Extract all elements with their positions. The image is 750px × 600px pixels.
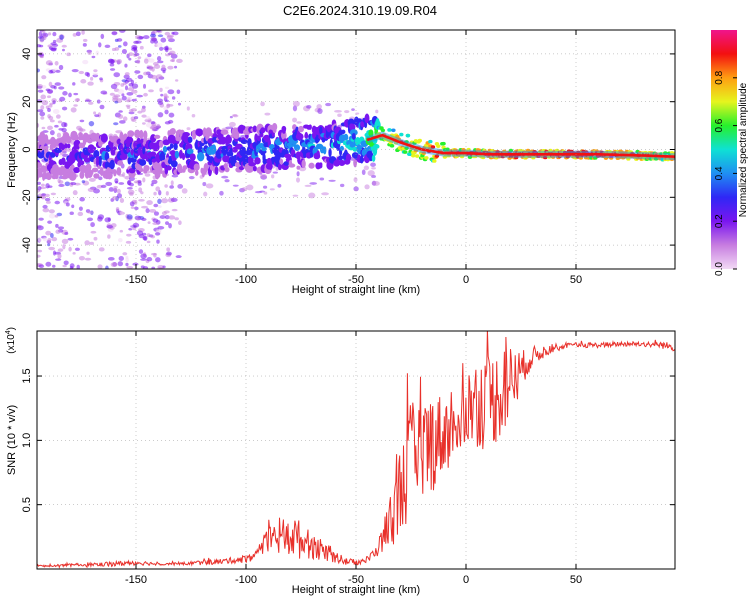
- colorbar-tick-label: 0.0: [714, 262, 725, 276]
- snr-y-ticks: 0.5 1.0 1.5: [21, 368, 675, 512]
- colorbar: 0.0 0.2 0.4 0.6 0.8 Normalized spectral ampl…: [711, 30, 749, 276]
- snr-frame: [36, 330, 676, 570]
- tick-label-y: 0.5: [21, 497, 33, 512]
- svg-text:(x104): (x104): [5, 327, 17, 354]
- spectrogram-y-label: Frequency (Hz): [6, 112, 18, 188]
- tick-label-y: -20: [21, 189, 33, 205]
- snr-gridlines: [37, 331, 675, 569]
- spectrogram-x-label: Height of straight line (km): [292, 284, 420, 296]
- tick-label-x: 50: [570, 274, 582, 286]
- snr-x-ticks: -150 -100 -50 0 50: [125, 331, 582, 586]
- tick-label-x: 0: [463, 274, 469, 286]
- tick-label-x: -150: [125, 574, 147, 586]
- colorbar-tick-label: 0.6: [714, 118, 725, 132]
- colorbar-ticks: 0.0 0.2 0.4 0.6 0.8: [714, 70, 737, 276]
- tick-label-x: 0: [463, 574, 469, 586]
- tick-label-y: 20: [21, 96, 33, 108]
- snr-y-label: SNR (10 * v/v): [6, 405, 18, 475]
- tick-label-x: -100: [235, 274, 257, 286]
- tick-label-x: -100: [235, 574, 257, 586]
- colorbar-ramp: [711, 30, 737, 269]
- spectrogram-y-ticks: -40 -20 0 20 40: [21, 48, 675, 253]
- colorbar-tick-label: 0.2: [714, 214, 725, 228]
- spectrogram-x-ticks: -150 -100 -50 0 50: [125, 30, 582, 286]
- tick-label-x: -50: [348, 274, 364, 286]
- snr-x-label: Height of straight line (km): [292, 584, 420, 596]
- tick-label-y: 40: [21, 48, 33, 60]
- figure-title: C2E6.2024.310.19.09.R04: [283, 3, 437, 18]
- colorbar-label: Normalized spectral amplitude: [738, 82, 749, 217]
- colorbar-tick-label: 0.4: [714, 166, 725, 180]
- colorbar-tick-label: 0.8: [714, 70, 725, 84]
- snr-scale-base: (x10: [6, 334, 17, 354]
- spectrogram-panel: -150 -100 -50 0 50 -40 -20 0 20 40 Height of str…: [6, 29, 676, 296]
- tick-label-x: -50: [348, 574, 364, 586]
- tick-label-y: 0: [21, 146, 33, 152]
- snr-scale-exponent: 4: [5, 330, 12, 334]
- tick-label-y: 1.0: [21, 433, 33, 448]
- tick-label-x: -150: [125, 274, 147, 286]
- ridge-core: [366, 133, 675, 158]
- snr-scale-note: (x104): [5, 327, 17, 354]
- snr-panel: -150 -100 -50 0 50 0.5 1.0 1.5 Height of strai…: [5, 327, 676, 596]
- tick-label-y: -40: [21, 237, 33, 253]
- tick-label-x: 50: [570, 574, 582, 586]
- spectrogram-heatmap: [37, 30, 675, 269]
- tick-label-y: 1.5: [21, 368, 33, 383]
